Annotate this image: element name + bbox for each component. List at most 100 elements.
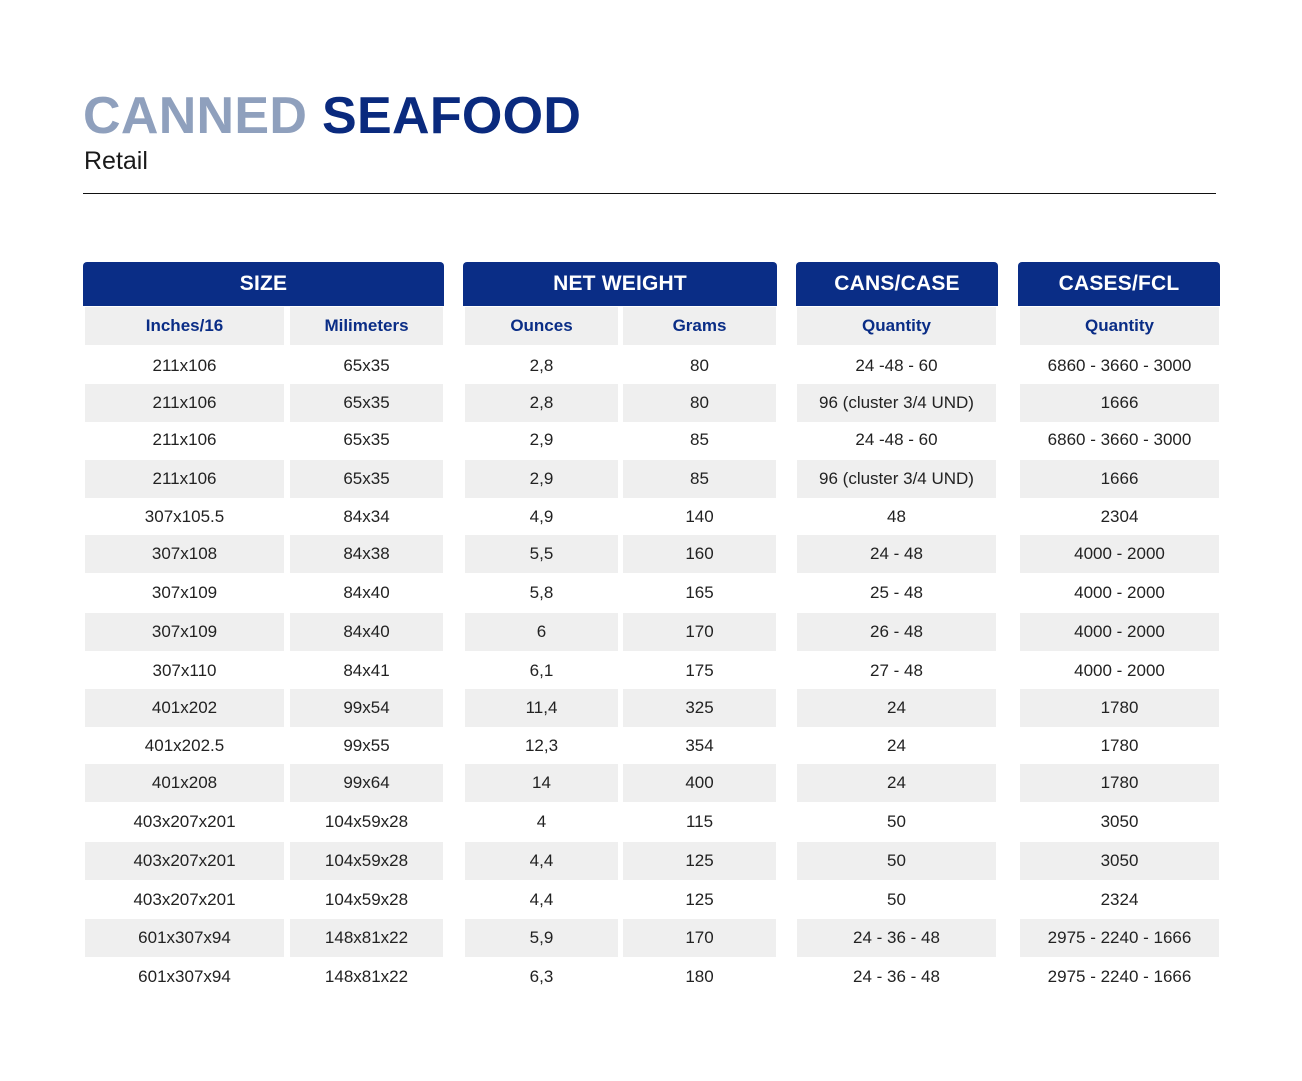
table-cell-ounces: 4,4 xyxy=(465,842,618,880)
table-cell-ounces: 2,9 xyxy=(465,460,618,498)
table-cell-millimeters: 65x35 xyxy=(343,356,390,375)
table-cell-cans-quantity: 24 xyxy=(887,736,906,755)
table-cell-ounces: 11,4 xyxy=(465,689,618,727)
page-title: CANNED SEAFOOD xyxy=(83,86,581,146)
table-cell-grams: 170 xyxy=(623,919,776,957)
table-cell-inches: 601x307x94 xyxy=(85,919,284,957)
table-cell-inches: 403x207x201 xyxy=(85,842,284,880)
table-cell-grams: 85 xyxy=(690,430,709,449)
table-cell-ounces: 2,9 xyxy=(529,430,554,449)
title-word-seafood: SEAFOOD xyxy=(322,87,582,145)
table-cell-grams: 170 xyxy=(623,613,776,651)
table-cell-cases-quantity: 4000 - 2000 xyxy=(1074,661,1165,680)
table-cell-cases-quantity: 3050 xyxy=(1100,812,1139,831)
group-header-size: SIZE xyxy=(83,262,444,306)
table-cell-inches: 403x207x201 xyxy=(133,890,236,909)
table-cell-millimeters: 84x40 xyxy=(343,583,390,602)
table-cell-millimeters: 104x59x28 xyxy=(290,842,443,880)
table-cell-cans-quantity: 24 - 48 xyxy=(797,535,996,573)
table-cell-inches: 307x109 xyxy=(85,613,284,651)
table-cell-inches: 401x208 xyxy=(85,764,284,802)
table-cell-cans-quantity: 48 xyxy=(887,507,906,526)
table-cell-cases-quantity: 6860 - 3660 - 3000 xyxy=(1047,430,1192,449)
group-header-cans-case: CANS/CASE xyxy=(796,262,998,306)
table-cell-millimeters: 99x55 xyxy=(343,736,390,755)
table-cell-inches: 211x106 xyxy=(152,356,217,375)
table-cell-cases-quantity: 1666 xyxy=(1020,460,1219,498)
table-cell-millimeters: 65x35 xyxy=(290,460,443,498)
table-cell-cases-quantity: 2975 - 2240 - 1666 xyxy=(1020,919,1219,957)
table-cell-millimeters: 65x35 xyxy=(290,384,443,422)
table-cell-millimeters: 84x38 xyxy=(290,535,443,573)
table-cell-millimeters: 84x41 xyxy=(343,661,390,680)
table-cell-cans-quantity: 96 (cluster 3/4 UND) xyxy=(797,460,996,498)
table-cell-millimeters: 84x34 xyxy=(343,507,390,526)
table-cell-ounces: 6 xyxy=(465,613,618,651)
table-cell-inches: 307x109 xyxy=(151,583,218,602)
table-cell-inches: 401x202.5 xyxy=(144,736,225,755)
table-cell-cans-quantity: 24 -48 - 60 xyxy=(855,430,938,449)
table-cell-cases-quantity: 1666 xyxy=(1020,384,1219,422)
table-cell-grams: 125 xyxy=(623,842,776,880)
column-header-inches: Inches/16 xyxy=(85,307,284,345)
table-cell-ounces: 4 xyxy=(536,812,547,831)
table-cell-grams: 115 xyxy=(685,812,714,831)
table-cell-grams: 125 xyxy=(685,890,714,909)
table-cell-cans-quantity: 50 xyxy=(887,890,906,909)
table-cell-grams: 400 xyxy=(623,764,776,802)
table-cell-ounces: 4,4 xyxy=(529,890,554,909)
table-cell-millimeters: 148x81x22 xyxy=(324,967,409,986)
table-cell-ounces: 5,9 xyxy=(465,919,618,957)
table-cell-ounces: 6,3 xyxy=(529,967,554,986)
table-cell-grams: 85 xyxy=(623,460,776,498)
table-cell-cans-quantity: 26 - 48 xyxy=(797,613,996,651)
table-cell-grams: 80 xyxy=(690,356,709,375)
table-cell-cases-quantity: 1780 xyxy=(1100,736,1139,755)
table-cell-inches: 403x207x201 xyxy=(133,812,236,831)
table-cell-grams: 140 xyxy=(685,507,714,526)
table-cell-cans-quantity: 24 xyxy=(797,689,996,727)
table-cell-inches: 211x106 xyxy=(85,384,284,422)
table-cell-cans-quantity: 24 -48 - 60 xyxy=(855,356,938,375)
page-subtitle: Retail xyxy=(84,147,148,175)
table-cell-ounces: 6,1 xyxy=(529,661,554,680)
table-cell-inches: 601x307x94 xyxy=(138,967,231,986)
table-cell-grams: 180 xyxy=(685,967,714,986)
table-cell-cases-quantity: 1780 xyxy=(1020,689,1219,727)
table-cell-inches: 307x108 xyxy=(85,535,284,573)
table-cell-millimeters: 99x64 xyxy=(290,764,443,802)
table-cell-cans-quantity: 96 (cluster 3/4 UND) xyxy=(797,384,996,422)
table-cell-grams: 325 xyxy=(623,689,776,727)
table-cell-cases-quantity: 4000 - 2000 xyxy=(1074,583,1165,602)
table-cell-grams: 175 xyxy=(685,661,714,680)
table-cell-cases-quantity: 2304 xyxy=(1100,507,1139,526)
table-cell-cans-quantity: 50 xyxy=(797,842,996,880)
table-cell-cans-quantity: 25 - 48 xyxy=(870,583,923,602)
table-cell-ounces: 5,5 xyxy=(465,535,618,573)
table-cell-ounces: 5,8 xyxy=(529,583,554,602)
table-cell-cans-quantity: 24 - 36 - 48 xyxy=(853,967,940,986)
table-cell-millimeters: 99x54 xyxy=(290,689,443,727)
column-header-millimeters: Milimeters xyxy=(290,307,443,345)
title-word-canned: CANNED xyxy=(83,87,308,145)
table-cell-millimeters: 104x59x28 xyxy=(324,890,409,909)
table-cell-ounces: 12,3 xyxy=(524,736,559,755)
table-cell-inches: 211x106 xyxy=(85,460,284,498)
table-cell-grams: 165 xyxy=(685,583,714,602)
table-cell-millimeters: 65x35 xyxy=(343,430,390,449)
table-cell-inches: 307x105.5 xyxy=(144,507,225,526)
table-cell-cans-quantity: 50 xyxy=(887,812,906,831)
column-header-cases-quantity: Quantity xyxy=(1020,307,1219,345)
table-cell-ounces: 2,8 xyxy=(465,384,618,422)
table-cell-ounces: 2,8 xyxy=(529,356,554,375)
group-header-cases-fcl: CASES/FCL xyxy=(1018,262,1220,306)
table-cell-millimeters: 148x81x22 xyxy=(290,919,443,957)
table-cell-cases-quantity: 2975 - 2240 - 1666 xyxy=(1047,967,1192,986)
table-cell-cases-quantity: 4000 - 2000 xyxy=(1020,613,1219,651)
table-cell-cans-quantity: 27 - 48 xyxy=(870,661,923,680)
table-cell-grams: 354 xyxy=(685,736,714,755)
column-header-ounces: Ounces xyxy=(465,307,618,345)
table-cell-inches: 401x202 xyxy=(85,689,284,727)
table-cell-cans-quantity: 24 - 36 - 48 xyxy=(797,919,996,957)
table-cell-cans-quantity: 24 xyxy=(797,764,996,802)
